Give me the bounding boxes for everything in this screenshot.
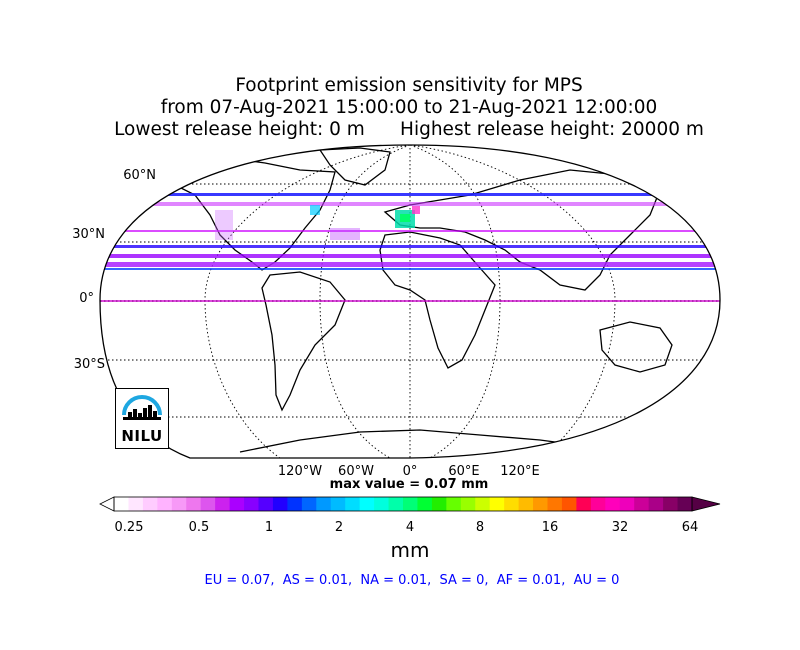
colorbar-swatch <box>316 497 332 511</box>
lon-label-0: 0° <box>402 464 418 479</box>
colorbar-swatch <box>417 497 433 511</box>
colorbar-swatch <box>403 497 418 511</box>
max-value-label: max value = 0.07 mm <box>329 477 489 492</box>
lat-label-30n: 30°N <box>72 227 105 242</box>
colorbar-swatch <box>518 497 534 511</box>
nilu-logo-text: NILU <box>121 427 163 445</box>
colorbar-swatch <box>547 497 563 511</box>
colorbar-swatch <box>576 497 592 511</box>
colorbar-swatch <box>677 497 693 511</box>
world-map <box>99 144 721 459</box>
colorbar-swatch <box>475 497 491 511</box>
lon-label-60w: 60°W <box>338 464 374 479</box>
colorbar-swatch <box>330 497 346 511</box>
colorbar-swatch <box>460 497 476 511</box>
colorbar-swatch <box>142 497 158 511</box>
colorbar-tick-label: 0.5 <box>188 520 210 535</box>
colorbar-swatch <box>301 497 317 511</box>
lon-label-120w: 120°W <box>277 464 323 479</box>
colorbar-swatch <box>533 497 548 511</box>
lat-label-30s: 30°S <box>73 357 105 372</box>
nilu-logo: NILU <box>115 388 169 449</box>
colorbar-swatch <box>489 497 505 511</box>
title-line-3: Lowest release height: 0 m Highest relea… <box>114 119 704 140</box>
colorbar-over-arrow <box>691 496 721 512</box>
map-content <box>100 145 720 458</box>
colorbar-swatch <box>663 497 679 511</box>
colorbar-swatch <box>186 497 202 511</box>
colorbar-unit-label: mm <box>390 538 430 562</box>
colorbar-swatch <box>258 497 274 511</box>
map-border <box>99 144 721 459</box>
colorbar-tick-label: 1 <box>264 520 274 535</box>
africa-outline <box>379 231 496 369</box>
title-line-1: Footprint emission sensitivity for MPS <box>235 75 583 96</box>
colorbar-tick-label: 32 <box>611 520 629 535</box>
colorbar-swatch <box>345 497 361 511</box>
colorbar-swatch <box>128 497 144 511</box>
australia-outline <box>599 321 673 373</box>
colorbar-swatch <box>272 497 288 511</box>
colorbar-swatch <box>215 497 231 511</box>
nilu-logo-graphic <box>122 395 162 420</box>
colorbar-swatch <box>561 497 577 511</box>
lon-label-60e: 60°E <box>448 464 480 479</box>
colorbar-swatch <box>114 497 129 511</box>
colorbar-swatch <box>388 497 404 511</box>
regional-summary: EU = 0.07, AS = 0.01, NA = 0.01, SA = 0,… <box>204 573 620 588</box>
colorbar-tick-label: 4 <box>405 520 415 535</box>
colorbar-swatch <box>619 497 635 511</box>
colorbar-frame <box>113 496 693 512</box>
colorbar-swatch <box>605 497 621 511</box>
colorbar-swatch <box>431 497 447 511</box>
colorbar-under-arrow <box>99 496 115 512</box>
title-line-2: from 07-Aug-2021 15:00:00 to 21-Aug-2021… <box>160 97 658 118</box>
colorbar-tick-label: 16 <box>541 520 559 535</box>
colorbar-swatch <box>244 497 259 511</box>
greenland-outline <box>318 147 391 186</box>
colorbar-tick-label: 8 <box>475 520 485 535</box>
colorbar-swatch <box>157 497 173 511</box>
lat-label-60n: 60°N <box>123 168 156 183</box>
colorbar-tick-label: 64 <box>681 520 699 535</box>
colorbar-swatch <box>359 497 375 511</box>
lat-label-0: 0° <box>79 291 94 306</box>
lon-label-120e: 120°E <box>500 464 540 479</box>
colorbar-swatch <box>504 497 520 511</box>
colorbar-swatch <box>374 497 390 511</box>
colorbar-tick-label: 2 <box>334 520 344 535</box>
colorbar-swatch <box>446 497 462 511</box>
colorbar <box>99 496 721 512</box>
colorbar-swatch <box>200 497 216 511</box>
colorbar-swatch <box>171 497 187 511</box>
colorbar-swatch <box>634 497 650 511</box>
colorbar-swatch <box>229 497 245 511</box>
colorbar-swatch <box>648 497 664 511</box>
colorbar-swatch <box>590 497 606 511</box>
south-america-outline <box>261 271 346 412</box>
colorbar-swatch <box>287 497 303 511</box>
colorbar-tick-label: 0.25 <box>114 520 144 535</box>
sensitivity-bands <box>100 193 720 302</box>
